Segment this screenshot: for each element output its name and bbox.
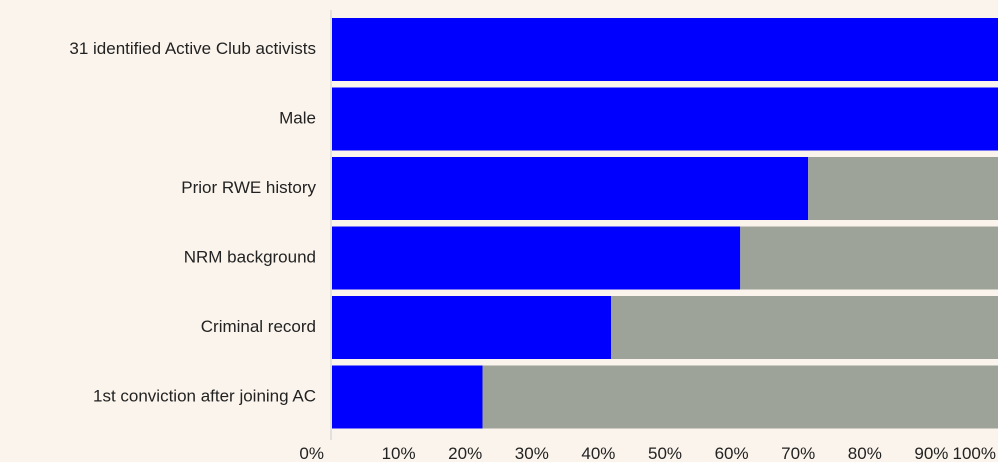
category-label-4: NRM background (184, 247, 316, 266)
x-tick-label-80: 80% (848, 444, 882, 462)
bar-segment-primary-4 (332, 226, 741, 290)
x-tick-label-50: 50% (648, 444, 682, 462)
x-tick-label-0: 0% (299, 444, 324, 462)
category-label-2: Male (279, 108, 316, 127)
x-tick-label-30: 30% (515, 444, 549, 462)
bar-segment-primary-3 (332, 157, 809, 220)
category-label-5: Criminal record (201, 317, 316, 336)
x-tick-label-10: 10% (382, 444, 416, 462)
x-tick-label-100: 100% (953, 444, 996, 462)
bar-segment-remainder-6 (482, 365, 998, 429)
category-label-1: 31 identified Active Club activists (69, 39, 316, 58)
bar-segment-primary-2 (332, 87, 998, 151)
x-tick-label-70: 70% (781, 444, 815, 462)
category-label-6: 1st conviction after joining AC (93, 386, 316, 405)
x-tick-label-40: 40% (581, 444, 615, 462)
x-tick-label-60: 60% (715, 444, 749, 462)
bar-segment-remainder-5 (611, 296, 998, 359)
x-tick-label-90: 90% (914, 444, 948, 462)
bar-segment-primary-6 (332, 365, 483, 429)
x-tick-label-20: 20% (448, 444, 482, 462)
bar-segment-remainder-3 (808, 157, 998, 220)
bar-segment-primary-5 (332, 296, 612, 359)
bar-segment-primary-1 (332, 18, 998, 81)
bar-segment-remainder-4 (740, 226, 998, 290)
category-label-3: Prior RWE history (181, 178, 316, 197)
